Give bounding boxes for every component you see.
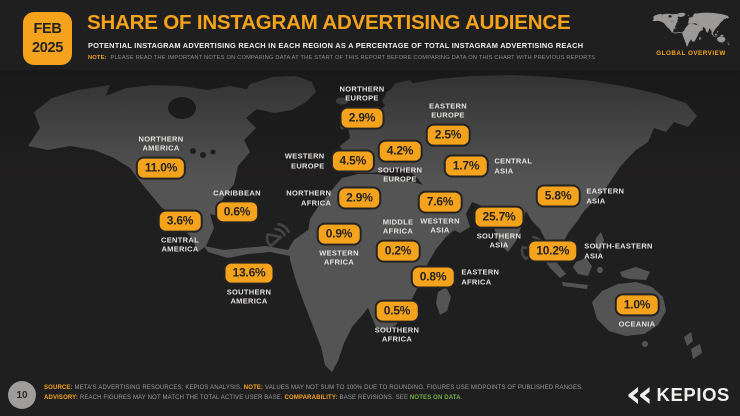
region-name-label: SOUTHERN EUROPE — [377, 165, 423, 184]
region-callout-western-africa: 0.9% WESTERN AFRICA — [316, 222, 362, 268]
signal-watermark-icon — [265, 222, 291, 248]
region-callout-oceania: 1.0% OCEANIA — [614, 293, 660, 329]
region-value-badge: 7.6% — [417, 190, 463, 214]
region-name-label: CENTRAL AMERICA — [161, 235, 199, 254]
region-name-label: CARIBBEAN — [213, 188, 261, 198]
date-month: FEB — [33, 21, 62, 38]
page-number-badge: 10 — [8, 381, 36, 409]
region-value-badge: 13.6% — [223, 261, 275, 285]
footer-note-segment: COMPARABILITY: — [284, 394, 338, 401]
region-value-badge: 10.2% — [527, 239, 579, 263]
region-callout-western-europe: WESTERN EUROPE 4.5% — [284, 149, 376, 173]
footer-note-segment: NOTE: — [243, 385, 264, 391]
page-number: 10 — [16, 389, 28, 401]
region-callout-southern-asia: 25.7% SOUTHERN ASIA — [473, 205, 525, 251]
page-title: SHARE OF INSTAGRAM ADVERTISING AUDIENCE — [87, 11, 571, 34]
region-name-label: WESTERN AFRICA — [319, 248, 359, 267]
footer-note-segment: VALUES MAY NOT SUM TO 100% DUE TO ROUNDI… — [263, 385, 584, 391]
region-callout-southern-europe: 4.2% SOUTHERN EUROPE — [377, 139, 423, 185]
region-value-badge: 0.6% — [214, 200, 260, 224]
global-overview-label: GLOBAL OVERVIEW — [656, 50, 726, 57]
header-note: NOTE: PLEASE READ THE IMPORTANT NOTES ON… — [88, 55, 595, 61]
region-callout-northern-africa: NORTHERN AFRICA 2.9% — [286, 186, 382, 210]
region-value-badge: 1.0% — [614, 293, 660, 317]
region-name-label: NORTHERN AFRICA — [286, 188, 332, 207]
region-callout-northern-america: NORTHERN AMERICA 11.0% — [135, 134, 187, 180]
footer-note-segment: BASE REVISIONS. SEE — [337, 394, 410, 401]
header-note-text: PLEASE READ THE IMPORTANT NOTES ON COMPA… — [110, 55, 596, 61]
region-name-label: WESTERN ASIA — [420, 216, 460, 235]
region-callout-central-america: 3.6% CENTRAL AMERICA — [157, 209, 203, 255]
region-value-badge: 25.7% — [473, 205, 525, 229]
date-year: 2025 — [31, 39, 64, 56]
region-name-label: NORTHERN EUROPE — [339, 84, 385, 103]
region-value-badge: 11.0% — [135, 156, 187, 180]
region-name-label: MIDDLE AFRICA — [382, 217, 414, 236]
region-value-badge: 4.2% — [377, 139, 423, 163]
region-callout-southern-america: 13.6% SOUTHERN AMERICA — [223, 261, 275, 307]
region-value-badge: 2.9% — [337, 186, 382, 210]
global-overview: GLOBAL OVERVIEW — [646, 12, 736, 57]
region-callout-south-eastern-asia: 10.2% SOUTH-EASTERN ASIA — [527, 239, 653, 263]
page-subtitle: POTENTIAL INSTAGRAM ADVERTISING REACH IN… — [88, 41, 584, 50]
region-value-badge: 2.9% — [339, 106, 385, 130]
footer-note-segment: ADVISORY: — [44, 394, 79, 401]
region-value-badge: 0.9% — [316, 222, 362, 246]
region-callout-central-asia: 1.7% CENTRAL ASIA — [443, 154, 533, 178]
region-value-badge: 0.2% — [375, 239, 421, 263]
region-value-badge: 4.5% — [330, 149, 376, 173]
region-callout-southern-africa: 0.5% SOUTHERN AFRICA — [374, 299, 420, 345]
region-name-label: NORTHERN AMERICA — [138, 134, 184, 153]
footer-note-segment: SOURCE: — [44, 385, 73, 391]
footer-link-notes-on-data[interactable]: NOTES ON DATA — [409, 394, 461, 401]
region-callout-eastern-asia: 5.8% EASTERN ASIA — [535, 184, 625, 208]
region-callout-eastern-africa: 0.8% EASTERN AFRICA — [410, 265, 500, 289]
footer-note-segment: META'S ADVERTISING RESOURCES; KEPIOS ANA… — [72, 385, 244, 391]
region-callout-eastern-europe: EASTERN EUROPE 2.5% — [425, 101, 471, 147]
footer-note: SOURCE: META'S ADVERTISING RESOURCES; KE… — [44, 384, 596, 403]
region-name-label: OCEANIA — [618, 319, 656, 329]
region-name-label: CENTRAL ASIA — [494, 156, 533, 175]
region-value-badge: 0.5% — [374, 299, 420, 323]
region-callout-western-asia: 7.6% WESTERN ASIA — [417, 190, 463, 236]
region-value-badge: 3.6% — [157, 209, 203, 233]
region-value-badge: 2.5% — [425, 123, 471, 147]
footer-note-segment: REACH FIGURES MAY NOT MATCH THE TOTAL AC… — [78, 394, 285, 401]
kepios-logo-text: KEPIOS — [656, 384, 730, 405]
region-name-label: EASTERN ASIA — [586, 186, 625, 205]
region-callout-northern-europe: NORTHERN EUROPE 2.9% — [340, 85, 385, 130]
region-name-label: SOUTHERN AMERICA — [226, 287, 272, 306]
region-name-label: WESTERN EUROPE — [284, 151, 325, 170]
region-name-label: SOUTHERN ASIA — [476, 231, 522, 250]
region-name-label: EASTERN EUROPE — [429, 101, 467, 120]
date-badge: FEB 2025 — [23, 12, 72, 65]
kepios-logo: KEPIOS — [627, 384, 730, 406]
region-name-label: EASTERN AFRICA — [461, 267, 500, 286]
footer-note-segment: . — [460, 394, 463, 401]
kepios-logo-icon — [628, 386, 651, 404]
region-value-badge: 0.8% — [410, 265, 456, 289]
region-name-label: SOUTHERN AFRICA — [374, 325, 420, 344]
header-note-label: NOTE: — [88, 55, 107, 61]
region-value-badge: 1.7% — [443, 154, 489, 178]
region-value-badge: 5.8% — [535, 184, 581, 208]
region-name-label: SOUTH-EASTERN ASIA — [584, 241, 653, 260]
region-callout-middle-africa: MIDDLE AFRICA 0.2% — [375, 217, 421, 263]
region-callout-caribbean: CARIBBEAN 0.6% — [213, 188, 261, 224]
